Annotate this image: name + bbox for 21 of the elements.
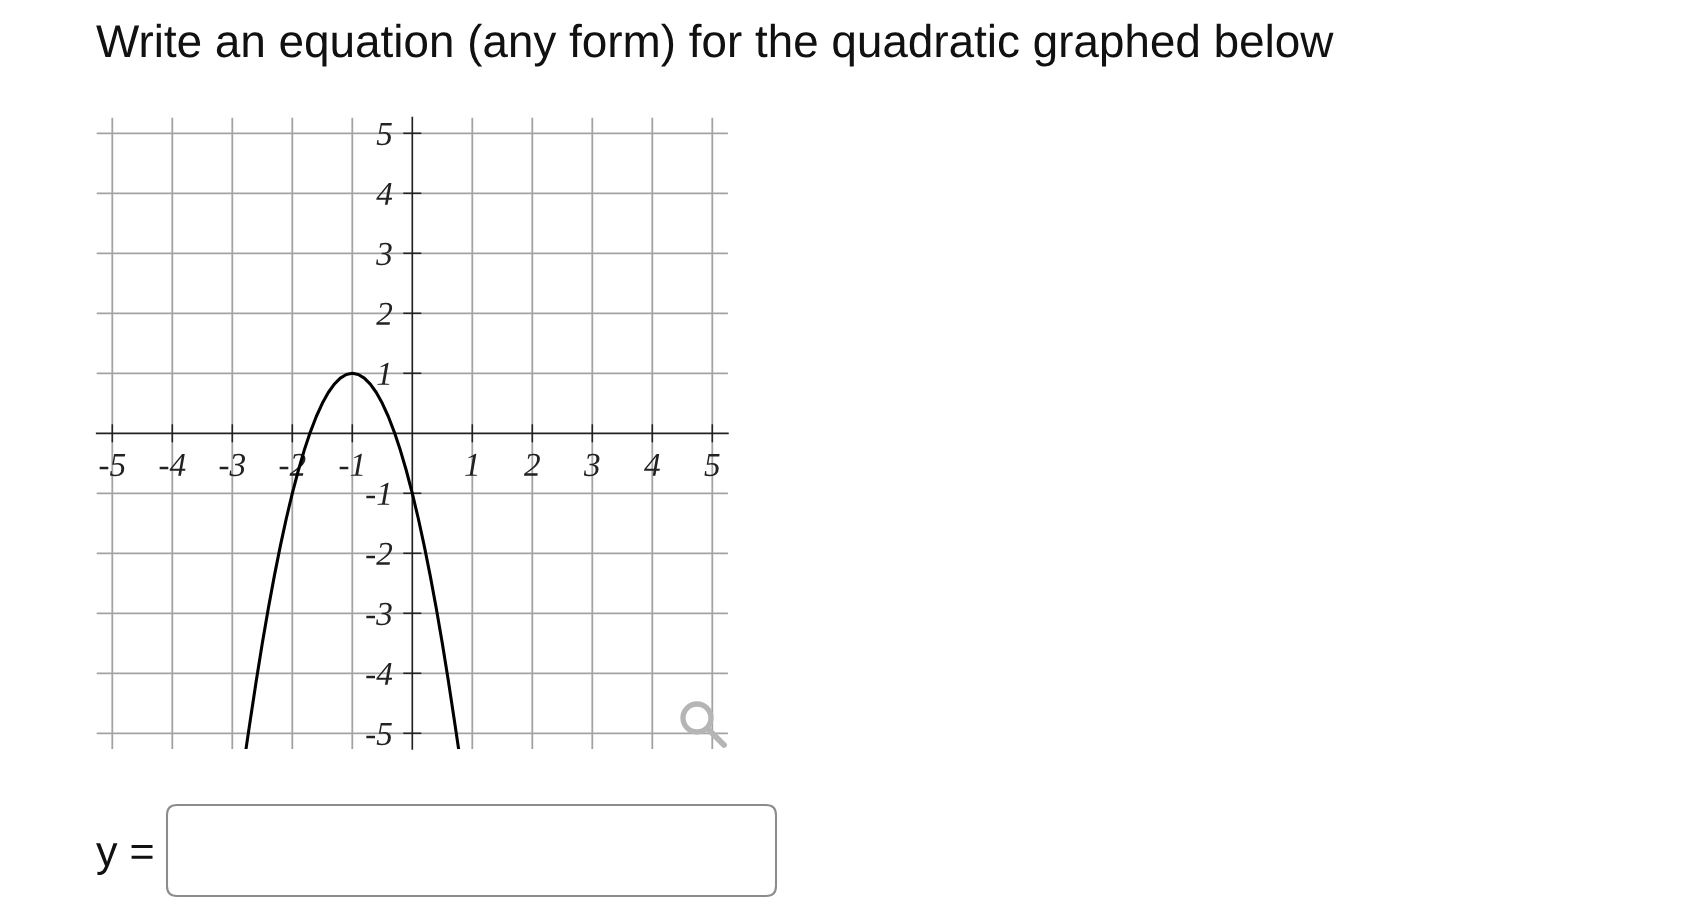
y-tick-label: -5 [366, 723, 392, 746]
x-tick-label: 5 [704, 454, 720, 477]
x-tick-label: 1 [465, 453, 478, 476]
text: y = [96, 843, 153, 875]
y-tick-label: 1 [377, 362, 390, 385]
x-tick-label: -4 [159, 453, 186, 476]
y-tick-label: -4 [366, 662, 393, 685]
chart-title: Write an equation (any form) for the quadratic graphed below [96, 23, 1334, 67]
x-tick-label: 2 [523, 453, 540, 476]
x-tick-label: -1 [339, 453, 363, 476]
x-tick-label: 3 [583, 453, 600, 477]
y-tick-label: -2 [366, 542, 393, 565]
x-tick-label: -5 [99, 454, 126, 477]
y-tick-label: -1 [366, 482, 390, 505]
x-tick-label: -3 [219, 453, 246, 477]
y-tick-label: 4 [376, 182, 393, 205]
y-tick-label: 5 [376, 123, 392, 146]
y-tick-label: 2 [376, 302, 393, 325]
x-tick-label: 4 [644, 453, 660, 476]
y-tick-label: -3 [366, 602, 392, 626]
y-tick-label: 3 [376, 242, 392, 266]
